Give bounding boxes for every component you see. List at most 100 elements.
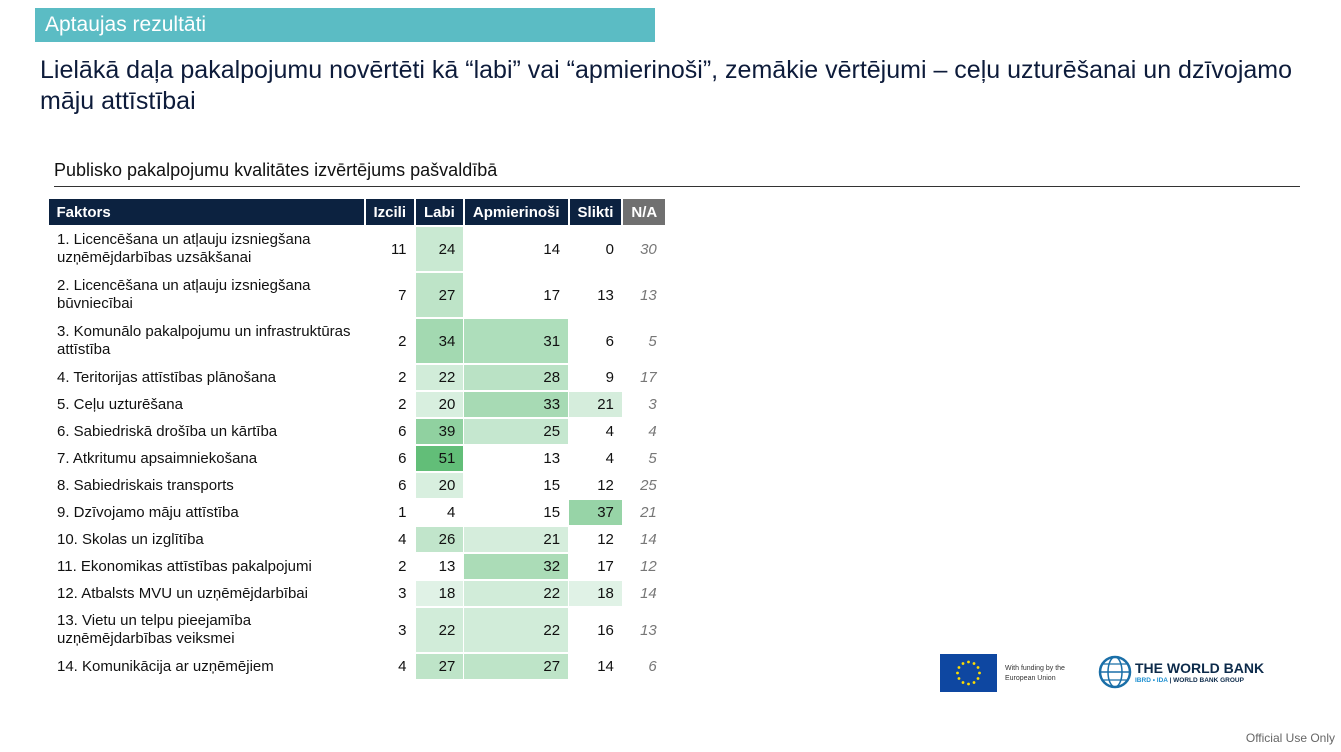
wbg: | WORLD BANK GROUP <box>1167 677 1244 684</box>
eu-flag-logo <box>940 654 997 692</box>
factor-cell: 3. Komunālo pakalpojumu un infrastruktūr… <box>48 317 365 365</box>
value-cell: 32 <box>463 552 570 581</box>
value-cell: 14 <box>463 225 570 273</box>
world-bank-name: THE WORLD BANK <box>1135 660 1265 676</box>
value-cell: 6 <box>621 652 666 681</box>
value-cell: 16 <box>568 606 623 654</box>
value-cell: 20 <box>414 471 465 500</box>
star-icon <box>976 666 980 669</box>
column-header: Labi <box>414 199 464 226</box>
value-cell: 7 <box>364 271 416 319</box>
table-row: 2. Licencēšana un atļauju izsniegšana bū… <box>48 271 666 319</box>
value-cell: 13 <box>621 606 666 654</box>
value-cell: 12 <box>621 552 666 581</box>
value-cell: 14 <box>621 579 666 608</box>
value-cell: 25 <box>463 417 570 446</box>
value-cell: 21 <box>463 525 570 554</box>
factor-cell: 13. Vietu un telpu pieejamība uzņēmējdar… <box>48 606 365 654</box>
value-cell: 6 <box>364 417 416 446</box>
factor-cell: 8. Sabiedriskais transports <box>48 471 365 500</box>
table-row: 5. Ceļu uzturēšana 2 20 33 21 3 <box>48 390 666 419</box>
value-cell: 14 <box>568 652 623 681</box>
value-cell: 3 <box>364 606 416 654</box>
value-cell: 1 <box>364 498 416 527</box>
column-header: Slikti <box>567 199 623 226</box>
factor-cell: 5. Ceļu uzturēšana <box>48 390 365 419</box>
value-cell: 17 <box>463 271 570 319</box>
divider <box>54 186 1300 187</box>
value-cell: 15 <box>463 471 570 500</box>
star-icon <box>957 677 961 680</box>
star-icon <box>972 662 976 665</box>
value-cell: 4 <box>621 417 666 446</box>
table-row: 9. Dzīvojamo māju attīstība 1 4 15 37 21 <box>48 498 666 527</box>
ratings-table: Faktors Izcili Labi Apmierinoši Slikti N/A 1.… <box>48 199 666 681</box>
value-cell: 13 <box>568 271 623 319</box>
value-cell: 15 <box>463 498 570 527</box>
value-cell: 51 <box>414 444 465 473</box>
value-cell: 22 <box>463 606 570 654</box>
value-cell: 18 <box>568 579 623 608</box>
table-row: 14. Komunikācija ar uzņēmējiem 4 27 27 14 6 <box>48 652 666 681</box>
factor-cell: 6. Sabiedriskā drošība un kārtība <box>48 417 365 446</box>
table-row: 4. Teritorijas attīstības plānošana 2 22 28… <box>48 363 666 392</box>
value-cell: 39 <box>414 417 465 446</box>
value-cell: 4 <box>364 652 416 681</box>
value-cell: 12 <box>568 471 623 500</box>
table-row: 10. Skolas un izglītība 4 26 21 12 14 <box>48 525 666 554</box>
eu-text-line: With funding by the <box>1005 665 1065 672</box>
value-cell: 5 <box>621 317 666 365</box>
value-cell: 28 <box>463 363 570 392</box>
section-label: Aptaujas rezultāti <box>35 8 655 42</box>
table-row: 1. Licencēšana un atļauju izsniegšana uz… <box>48 225 666 273</box>
value-cell: 3 <box>621 390 666 419</box>
value-cell: 2 <box>364 363 416 392</box>
value-cell: 25 <box>621 471 666 500</box>
value-cell: 6 <box>364 444 416 473</box>
ibrd-ida: IBRD • IDA <box>1135 677 1168 684</box>
column-header: Faktors <box>48 199 365 226</box>
value-cell: 17 <box>621 363 666 392</box>
value-cell: 6 <box>568 317 623 365</box>
value-cell: 12 <box>568 525 623 554</box>
factor-cell: 10. Skolas un izglītība <box>48 525 365 554</box>
factor-cell: 11. Ekonomikas attīstības pakalpojumi <box>48 552 365 581</box>
table-row: 13. Vietu un telpu pieejamība uzņēmējdar… <box>48 606 666 654</box>
star-icon <box>972 681 976 684</box>
star-icon <box>967 682 970 686</box>
value-cell: 0 <box>568 225 623 273</box>
table-row: 8. Sabiedriskais transports 6 20 15 12 25 <box>48 471 666 500</box>
value-cell: 37 <box>568 498 623 527</box>
value-cell: 27 <box>463 652 570 681</box>
star-icon <box>957 666 961 669</box>
value-cell: 30 <box>621 225 666 273</box>
table-row: 7. Atkritumu apsaimniekošana 6 51 13 4 5 <box>48 444 666 473</box>
value-cell: 14 <box>621 525 666 554</box>
eu-funding-text: With funding by the European Union <box>1005 664 1065 684</box>
column-header: Apmierinoši <box>462 199 569 226</box>
world-bank-globe-icon <box>1098 655 1132 689</box>
value-cell: 27 <box>414 652 465 681</box>
value-cell: 20 <box>414 390 465 419</box>
table-row: 3. Komunālo pakalpojumu un infrastruktūr… <box>48 317 666 365</box>
value-cell: 4 <box>568 417 623 446</box>
table-title: Publisko pakalpojumu kvalitātes izvērtēj… <box>54 160 498 180</box>
star-icon <box>978 671 981 675</box>
column-header: N/A <box>621 199 666 226</box>
value-cell: 22 <box>414 606 465 654</box>
value-cell: 22 <box>463 579 570 608</box>
star-icon <box>961 681 965 684</box>
factor-cell: 12. Atbalsts MVU un uzņēmējdarbībai <box>48 579 365 608</box>
page-title: Lielākā daļa pakalpojumu novērtēti kā “l… <box>40 56 1293 115</box>
value-cell: 13 <box>621 271 666 319</box>
value-cell: 2 <box>364 390 416 419</box>
factor-cell: 14. Komunikācija ar uzņēmējiem <box>48 652 365 681</box>
factor-cell: 7. Atkritumu apsaimniekošana <box>48 444 365 473</box>
table-row: 12. Atbalsts MVU un uzņēmējdarbībai 3 18 22… <box>48 579 666 608</box>
value-cell: 21 <box>568 390 623 419</box>
value-cell: 24 <box>414 225 465 273</box>
column-header: Izcili <box>363 199 416 226</box>
value-cell: 21 <box>621 498 666 527</box>
value-cell: 26 <box>414 525 465 554</box>
value-cell: 11 <box>364 225 416 273</box>
